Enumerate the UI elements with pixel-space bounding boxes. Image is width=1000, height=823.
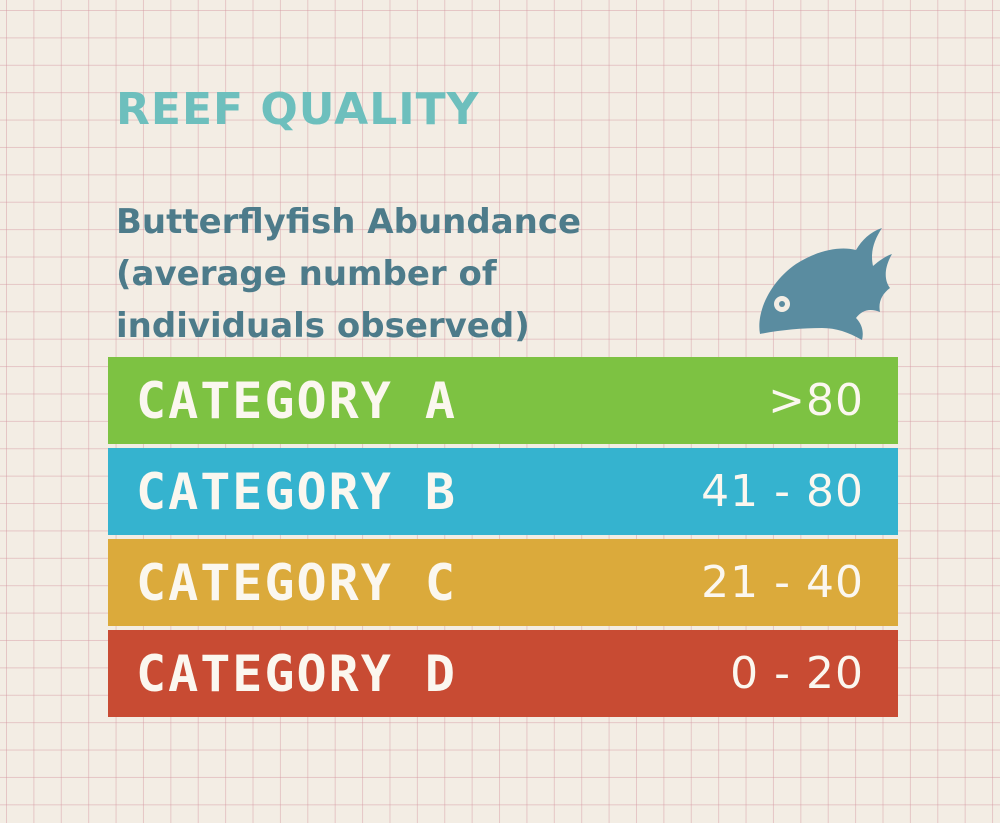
category-range: 41 - 80 [701, 466, 864, 517]
subtitle-line: individuals observed) [116, 306, 530, 346]
page-title: REEF QUALITY [116, 84, 480, 135]
subtitle: Butterflyfish Abundance (average number … [116, 196, 716, 352]
category-row-c: CATEGORY C 21 - 40 [108, 539, 898, 626]
subtitle-line: Butterflyfish Abundance [116, 202, 582, 242]
fish-icon [759, 228, 892, 340]
category-row-b: CATEGORY B 41 - 80 [108, 448, 898, 535]
category-list: CATEGORY A >80 CATEGORY B 41 - 80 CATEGO… [108, 357, 898, 717]
category-label: CATEGORY D [136, 644, 458, 703]
category-label: CATEGORY B [136, 462, 458, 521]
category-range: 21 - 40 [701, 557, 864, 608]
category-range: 0 - 20 [730, 648, 864, 699]
subtitle-line: (average number of [116, 254, 497, 294]
category-range: >80 [768, 375, 864, 426]
category-row-d: CATEGORY D 0 - 20 [108, 630, 898, 717]
category-label: CATEGORY A [136, 371, 458, 430]
category-row-a: CATEGORY A >80 [108, 357, 898, 444]
category-label: CATEGORY C [136, 553, 458, 612]
